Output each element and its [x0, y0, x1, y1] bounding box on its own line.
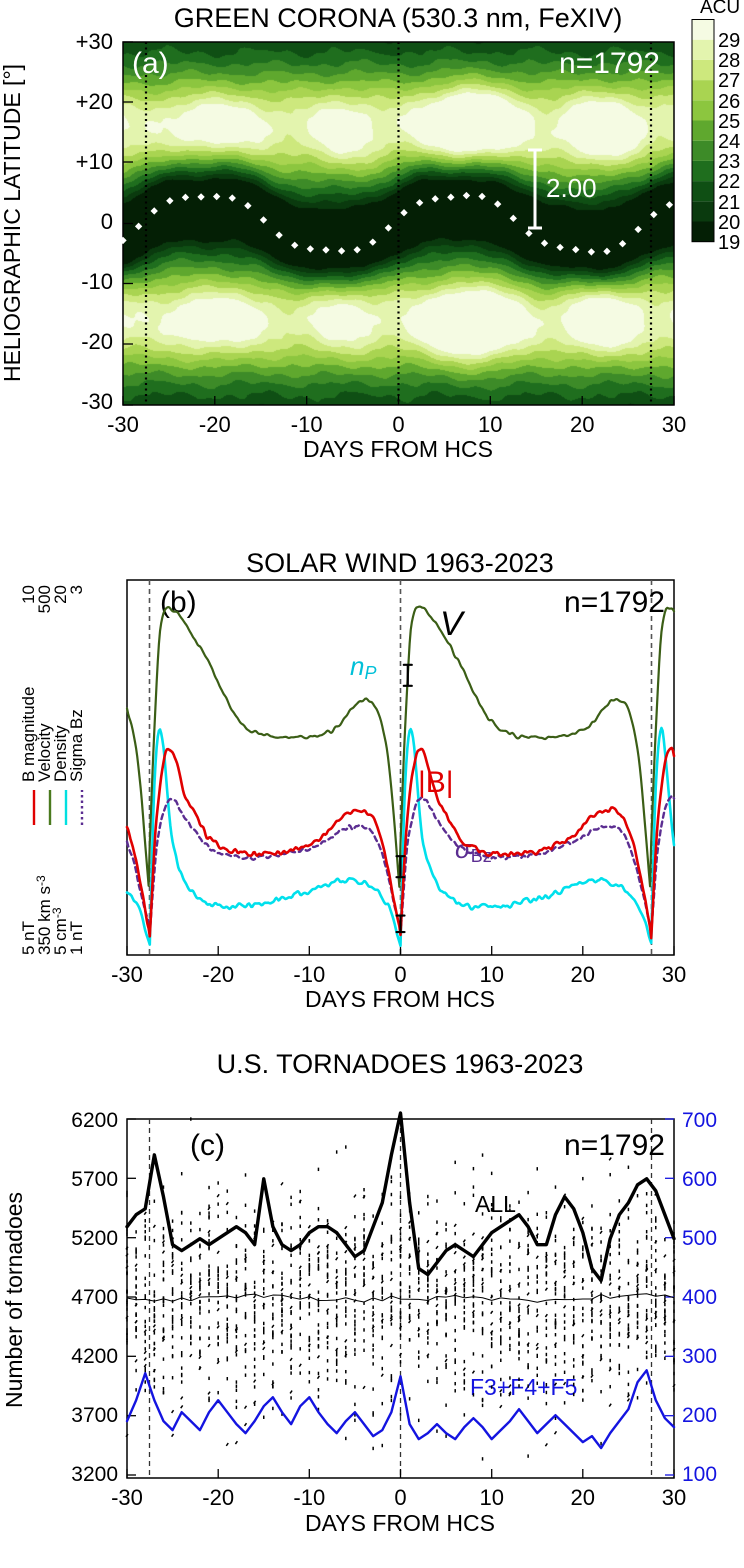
svg-text:26: 26 — [718, 91, 740, 113]
svg-text:10: 10 — [479, 962, 503, 987]
svg-text:19: 19 — [718, 232, 740, 254]
svg-text:+30: +30 — [76, 29, 113, 54]
svg-text:100: 100 — [682, 1463, 717, 1486]
svg-text:(a): (a) — [132, 47, 169, 80]
svg-text:3700: 3700 — [71, 1404, 118, 1427]
svg-text:-30: -30 — [107, 412, 139, 437]
svg-text:20: 20 — [571, 962, 595, 987]
svg-text:21: 21 — [718, 192, 740, 214]
svg-text:ALL: ALL — [475, 1191, 516, 1217]
svg-text:30: 30 — [662, 1485, 686, 1510]
svg-text:+10: +10 — [76, 149, 113, 174]
svg-text:n=1792: n=1792 — [564, 1129, 665, 1162]
svg-text:4200: 4200 — [71, 1345, 118, 1368]
svg-text:DAYS FROM HCS: DAYS FROM HCS — [303, 436, 493, 462]
svg-text:29: 29 — [718, 30, 740, 52]
svg-text:GREEN CORONA (530.3 nm, FeXIV): GREEN CORONA (530.3 nm, FeXIV) — [174, 3, 623, 33]
svg-text:U.S. TORNADOES 1963-2023: U.S. TORNADOES 1963-2023 — [217, 1049, 584, 1079]
svg-text:-10: -10 — [293, 1485, 325, 1510]
svg-text:Number of tornadoes: Number of tornadoes — [1, 1192, 27, 1408]
svg-text:-20: -20 — [199, 412, 231, 437]
svg-text:3: 3 — [67, 585, 86, 594]
svg-text:30: 30 — [662, 412, 686, 437]
svg-text:SOLAR WIND 1963-2023: SOLAR WIND 1963-2023 — [246, 548, 554, 578]
svg-text:5200: 5200 — [71, 1227, 118, 1250]
svg-text:5700: 5700 — [71, 1168, 118, 1191]
svg-text:n=1792: n=1792 — [559, 47, 660, 80]
svg-text:20: 20 — [570, 412, 594, 437]
svg-text:-20: -20 — [202, 1485, 234, 1510]
svg-text:23: 23 — [718, 151, 740, 173]
svg-text:DAYS FROM HCS: DAYS FROM HCS — [305, 1510, 495, 1536]
svg-text:0: 0 — [394, 962, 406, 987]
svg-text:2.00: 2.00 — [546, 173, 597, 203]
svg-text:6200: 6200 — [71, 1109, 118, 1132]
svg-text:3200: 3200 — [71, 1463, 118, 1486]
svg-text:-20: -20 — [81, 329, 113, 354]
svg-text:Sigma Bz: Sigma Bz — [67, 709, 86, 782]
svg-text:DAYS FROM HCS: DAYS FROM HCS — [305, 986, 495, 1012]
svg-text:-20: -20 — [202, 962, 234, 987]
svg-text:200: 200 — [682, 1404, 717, 1427]
svg-text:24: 24 — [718, 131, 740, 153]
svg-text:25: 25 — [718, 111, 740, 133]
svg-text:28: 28 — [718, 50, 740, 72]
svg-text:30: 30 — [662, 962, 686, 987]
svg-text:10: 10 — [478, 412, 502, 437]
svg-text:400: 400 — [682, 1286, 717, 1309]
svg-text:-30: -30 — [81, 389, 113, 414]
svg-text:HELIOGRAPHIC LATITUDE [°]: HELIOGRAPHIC LATITUDE [°] — [0, 64, 25, 382]
svg-text:10: 10 — [479, 1485, 503, 1510]
svg-text:nP: nP — [350, 651, 376, 683]
svg-text:-10: -10 — [293, 962, 325, 987]
svg-text:4700: 4700 — [71, 1286, 118, 1309]
svg-text:-30: -30 — [111, 1485, 143, 1510]
svg-text:ACU: ACU — [700, 0, 740, 18]
svg-text:0: 0 — [101, 209, 113, 234]
svg-text:20: 20 — [571, 1485, 595, 1510]
svg-text:n=1792: n=1792 — [564, 586, 665, 619]
svg-text:0: 0 — [392, 412, 404, 437]
svg-text:700: 700 — [682, 1109, 717, 1132]
svg-text:+20: +20 — [76, 89, 113, 114]
svg-text:20: 20 — [718, 212, 740, 234]
svg-text:0: 0 — [394, 1485, 406, 1510]
svg-text:600: 600 — [682, 1168, 717, 1191]
svg-text:F3+F4+F5: F3+F4+F5 — [470, 1374, 577, 1400]
svg-text:1 nT: 1 nT — [67, 921, 86, 955]
svg-text:-10: -10 — [291, 412, 323, 437]
svg-text:500: 500 — [682, 1227, 717, 1250]
svg-text:(c): (c) — [190, 1129, 225, 1162]
svg-text:-10: -10 — [81, 269, 113, 294]
svg-text:-30: -30 — [111, 962, 143, 987]
svg-text:22: 22 — [718, 171, 740, 193]
svg-text:27: 27 — [718, 70, 740, 92]
svg-text:300: 300 — [682, 1345, 717, 1368]
